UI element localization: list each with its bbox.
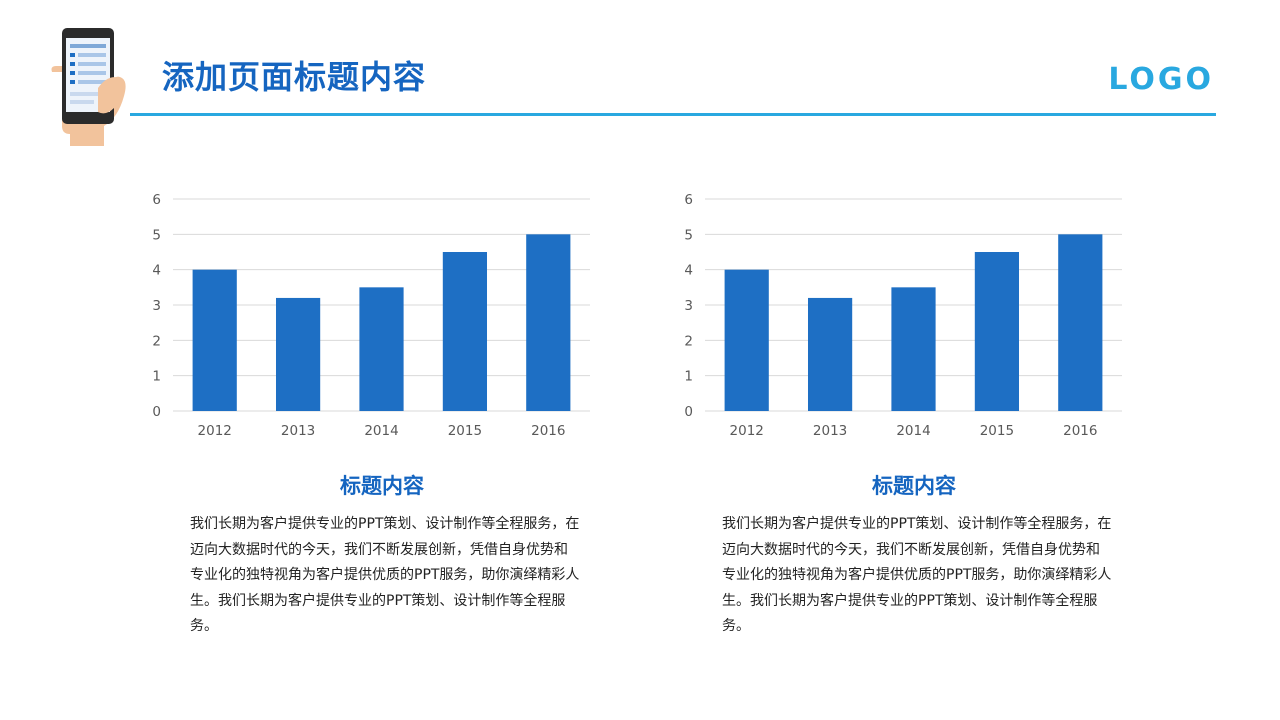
logo: LOGO <box>1108 62 1214 97</box>
bar-2013 <box>275 297 321 411</box>
x-tick-label: 2015 <box>980 423 1014 439</box>
y-tick-label: 3 <box>684 298 693 314</box>
x-tick-label: 2016 <box>531 423 565 439</box>
bar-2016 <box>1058 234 1103 411</box>
bar-chart-left: 0 1 2 3 4 5 6 2012 2013 2014 2015 2016 <box>152 192 590 439</box>
y-tick-label: 1 <box>684 369 693 385</box>
y-tick-label: 0 <box>152 404 161 420</box>
x-tick-label: 2016 <box>1063 423 1097 439</box>
panel-body-right: 我们长期为客户提供专业的PPT策划、设计制作等全程服务，在迈向大数据时代的今天，… <box>722 516 1112 634</box>
y-tick-label: 6 <box>684 192 693 208</box>
x-tick-label: 2013 <box>281 423 315 439</box>
header-divider <box>130 113 1216 116</box>
phone-in-hand-icon <box>51 28 126 146</box>
y-tick-label: 0 <box>684 404 693 420</box>
y-tick-label: 3 <box>152 298 161 314</box>
x-tick-label: 2013 <box>813 423 847 439</box>
bar-2016 <box>526 234 571 411</box>
x-tick-label: 2014 <box>364 423 398 439</box>
bar-2013 <box>807 297 853 411</box>
y-tick-label: 5 <box>152 227 161 243</box>
panel-title-left: 标题内容 <box>340 474 424 498</box>
bar-2015 <box>442 252 488 411</box>
x-tick-label: 2012 <box>198 423 232 439</box>
y-tick-label: 2 <box>152 333 161 349</box>
bar-2012 <box>192 269 237 411</box>
panel-title-right: 标题内容 <box>872 474 956 498</box>
y-tick-label: 6 <box>152 192 161 208</box>
page-title: 添加页面标题内容 <box>162 58 427 96</box>
y-tick-label: 4 <box>152 263 161 279</box>
bar-2014 <box>891 287 936 411</box>
y-tick-label: 5 <box>684 227 693 243</box>
bar-2014 <box>359 287 404 411</box>
x-tick-label: 2014 <box>896 423 930 439</box>
y-tick-label: 1 <box>152 369 161 385</box>
panel-body-left: 我们长期为客户提供专业的PPT策划、设计制作等全程服务，在迈向大数据时代的今天，… <box>190 516 580 634</box>
bar-2012 <box>724 269 769 411</box>
x-tick-label: 2015 <box>448 423 482 439</box>
bar-2015 <box>974 252 1020 411</box>
y-tick-label: 4 <box>684 263 693 279</box>
x-tick-label: 2012 <box>730 423 764 439</box>
y-tick-label: 2 <box>684 333 693 349</box>
bar-chart-right: 0 1 2 3 4 5 6 2012 2013 2014 2015 2016 <box>684 192 1122 439</box>
